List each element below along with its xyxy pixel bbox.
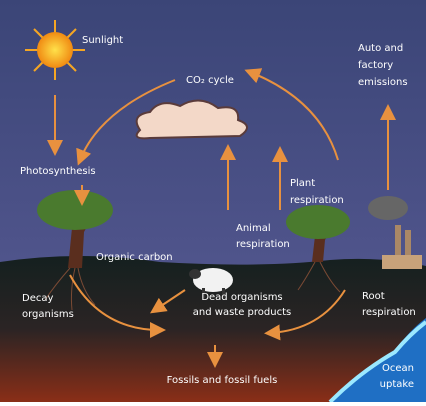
sun: [25, 20, 85, 80]
label: emissions: [358, 77, 408, 88]
label: Auto and: [358, 43, 403, 54]
label: Fossils and fossil fuels: [167, 375, 278, 386]
label: Organic carbon: [96, 252, 173, 263]
label: respiration: [236, 239, 290, 250]
label: factory: [358, 60, 393, 71]
label: Sunlight: [82, 35, 123, 46]
label: Ocean: [382, 363, 414, 374]
carbon-cycle-diagram: Sunlight CO₂ cycle Auto and factory emis…: [0, 0, 426, 402]
label: and waste products: [193, 307, 291, 318]
label: Plant: [290, 178, 315, 189]
label: Photosynthesis: [20, 166, 96, 177]
label: organisms: [22, 309, 74, 320]
label: respiration: [362, 307, 416, 318]
label: CO₂ cycle: [186, 75, 234, 86]
label: Animal: [236, 223, 271, 234]
label: Decay: [22, 293, 53, 304]
label: Root: [362, 291, 385, 302]
label: Dead organisms: [201, 292, 282, 303]
label: uptake: [380, 379, 414, 390]
label: respiration: [290, 195, 344, 206]
